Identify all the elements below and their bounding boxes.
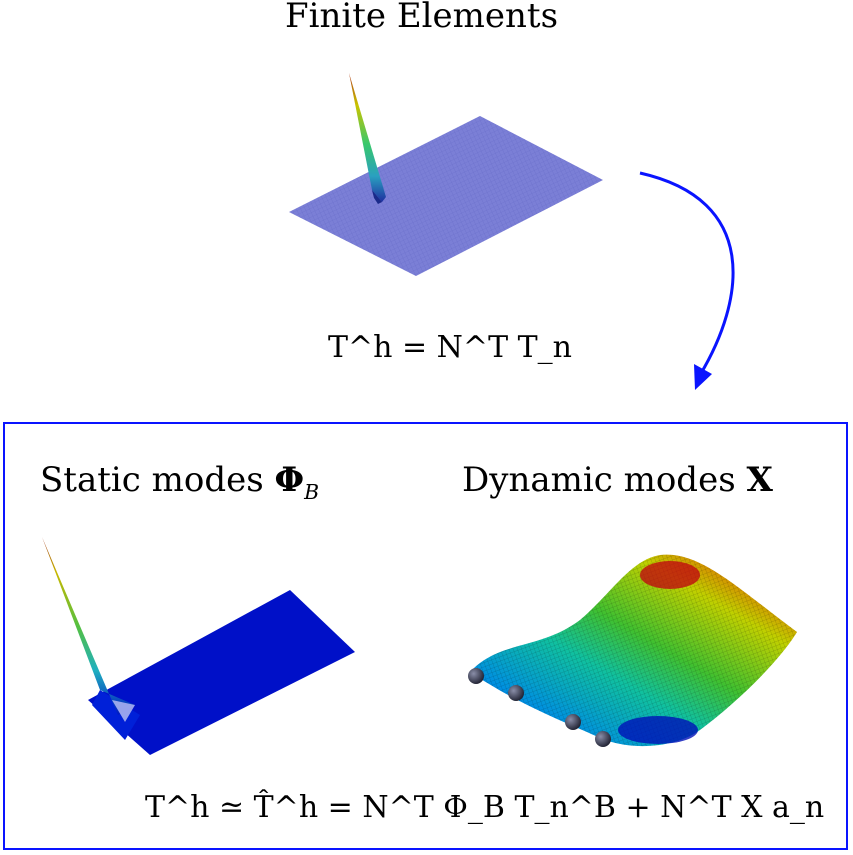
finite-elements-title: Finite Elements: [285, 0, 559, 36]
fe-equation: T^h = N^T T_n: [328, 330, 572, 365]
static-modes-subscript: B: [304, 479, 320, 504]
fe-spike: [349, 73, 386, 204]
fe-plate: [289, 116, 603, 276]
reduced-equation: T^h ≃ T̂^h = N^T Φ_B T_n^B + N^T X a_n: [145, 790, 824, 825]
dynamic-modes-title: Dynamic modes X: [462, 460, 773, 500]
dynamic-mode-surface: [470, 554, 797, 747]
static-modes-symbol: Φ: [274, 460, 305, 500]
fe-equation-text: T^h = N^T T_n: [328, 330, 572, 365]
dynamic-modes-label: Dynamic modes: [462, 460, 736, 500]
reduced-model-box: [3, 422, 848, 850]
static-modes-title: Static modes ΦB: [40, 460, 319, 504]
static-mode-plate: [88, 590, 355, 755]
transition-arrow: [639, 171, 735, 390]
static-mode-spike: [42, 537, 135, 722]
boundary-nodes: [468, 668, 611, 747]
reduced-equation-text: T^h ≃ T̂^h = N^T Φ_B T_n^B + N^T X a_n: [145, 790, 825, 825]
static-modes-label: Static modes: [40, 460, 264, 500]
dynamic-modes-symbol: X: [746, 460, 773, 500]
